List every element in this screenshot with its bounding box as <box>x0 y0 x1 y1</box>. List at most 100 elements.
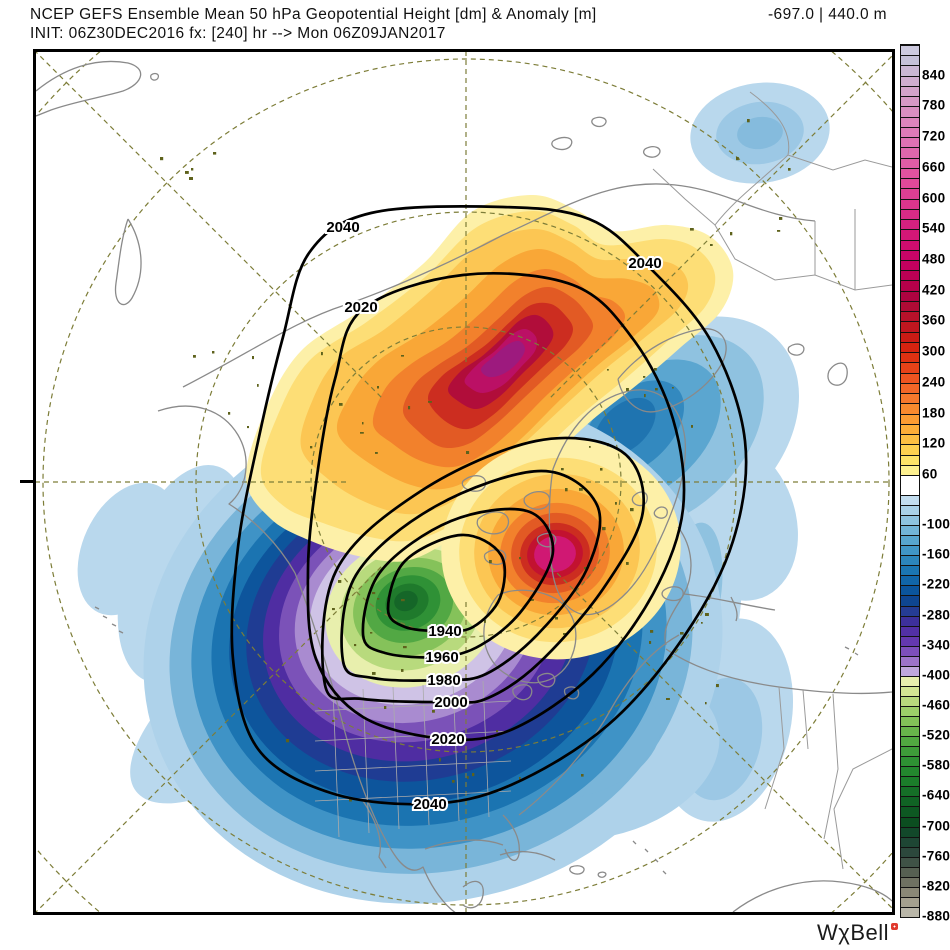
colorbar-cell <box>901 413 919 424</box>
colorbar-cell <box>901 896 919 907</box>
colorbar-tick-label: 540 <box>922 220 946 236</box>
colorbar-cell <box>901 85 919 97</box>
colorbar-cell <box>901 776 919 787</box>
colorbar-cell <box>901 423 919 435</box>
colorbar-cell <box>901 766 919 777</box>
contour-label: 2040 <box>413 796 446 813</box>
colorbar-cell <box>901 331 919 342</box>
colorbar-tick-label: 720 <box>922 128 946 144</box>
colorbar-cell <box>901 836 919 847</box>
colorbar-tick-label: -460 <box>922 697 950 713</box>
colorbar-cell <box>901 886 919 897</box>
contour-label: 1980 <box>427 672 460 689</box>
colorbar-cell <box>901 866 919 877</box>
colorbar-tick-label: -700 <box>922 818 950 834</box>
anomaly-shading <box>77 82 830 904</box>
terrain-speckles <box>160 119 791 802</box>
colorbar-cell <box>901 341 919 353</box>
colorbar-tick-label: -220 <box>922 576 950 592</box>
colorbar-cell <box>901 260 919 271</box>
colorbar-cell <box>901 393 919 404</box>
colorbar-cell <box>901 816 919 827</box>
colorbar-cell <box>901 716 919 727</box>
colorbar-cell <box>901 270 919 281</box>
colorbar-cell <box>901 806 919 817</box>
colorbar-cell <box>901 535 919 546</box>
contour-label: 1940 <box>428 623 461 640</box>
colorbar-tick-label: -280 <box>922 607 950 623</box>
graticule <box>36 52 892 912</box>
colorbar-cell <box>901 198 919 209</box>
colorbar-tick-label: 780 <box>922 97 946 113</box>
colorbar-cell <box>901 605 919 616</box>
colorbar-cell <box>901 239 919 250</box>
colorbar-cell <box>901 756 919 767</box>
colorbar-tick-label: -100 <box>922 516 950 532</box>
colorbar-cell <box>901 106 919 117</box>
coastlines <box>36 60 892 912</box>
colorbar-cell <box>901 585 919 596</box>
colorbar-cell <box>901 382 919 394</box>
colorbar-cell <box>901 555 919 566</box>
colorbar-cell <box>901 178 919 189</box>
colorbar-tick-label: 600 <box>922 190 946 206</box>
colorbar-cell <box>901 403 919 414</box>
colorbar-cell <box>901 515 919 526</box>
frame-tick <box>20 480 33 483</box>
contour-labels: 2040 2020 2040 1940 1960 1980 2000 2020 2040 <box>324 217 663 815</box>
colorbar-cell <box>901 321 919 332</box>
colorbar-cell <box>901 625 919 636</box>
wxbell-logo: WχBell <box>817 920 898 946</box>
colorbar-cell <box>901 352 919 363</box>
colorbar-tick-label: -640 <box>922 787 950 803</box>
colorbar-tick-label: -580 <box>922 757 950 773</box>
colorbar-cell <box>901 876 919 887</box>
colorbar-cell <box>901 675 919 686</box>
colorbar-cell <box>901 475 919 495</box>
map-init-valid-time: INIT: 06Z30DEC2016 fx: [240] hr --> Mon … <box>30 25 446 42</box>
colorbar-cell <box>901 846 919 857</box>
colorbar-cell <box>901 188 919 199</box>
colorbar-cell <box>901 856 919 867</box>
colorbar-cell <box>901 280 919 291</box>
colorbar-cell <box>901 147 919 158</box>
colorbar-tick-label: -820 <box>922 878 950 894</box>
colorbar-cell <box>901 505 919 516</box>
colorbar-tick-label: -520 <box>922 727 950 743</box>
colorbar-tick-label: 60 <box>922 466 938 482</box>
contour-label: 1960 <box>425 649 458 666</box>
colorbar-cell <box>901 311 919 322</box>
contour-label: 2000 <box>434 694 467 711</box>
colorbar-cell <box>901 372 919 383</box>
colorbar-cell <box>901 906 919 917</box>
colorbar-tick-label: 840 <box>922 67 946 83</box>
colorbar-cell <box>901 826 919 837</box>
colorbar-cell <box>901 300 919 312</box>
height-contours <box>230 205 748 806</box>
map-plot: 2040 2020 2040 1940 1960 1980 2000 2020 2040 <box>36 52 892 912</box>
colorbar-tick-label: -340 <box>922 637 950 653</box>
colorbar-cell <box>901 290 919 301</box>
colorbar-tick-label: 300 <box>922 343 946 359</box>
contour-label: 2040 <box>326 219 359 236</box>
colorbar-cell <box>901 575 919 586</box>
colorbar-cell <box>901 565 919 576</box>
colorbar-cell <box>901 116 919 127</box>
contour-label: 2040 <box>628 255 661 272</box>
colorbar-tick-label: -160 <box>922 546 950 562</box>
colorbar-cell <box>901 796 919 807</box>
colorbar-cell <box>901 96 919 107</box>
state-borders <box>314 680 512 838</box>
colorbar-cell <box>901 362 919 373</box>
colorbar-cell <box>901 55 919 66</box>
colorbar-cell <box>901 45 919 56</box>
colorbar-cell <box>901 464 919 475</box>
colorbar-cell <box>901 167 919 179</box>
colorbar-cell <box>901 706 919 717</box>
colorbar-cell <box>901 75 919 86</box>
contour-label: 2020 <box>344 299 377 316</box>
colorbar-tick-label: 360 <box>922 312 946 328</box>
colorbar-cell <box>901 665 919 676</box>
colorbar-cell <box>901 65 919 76</box>
